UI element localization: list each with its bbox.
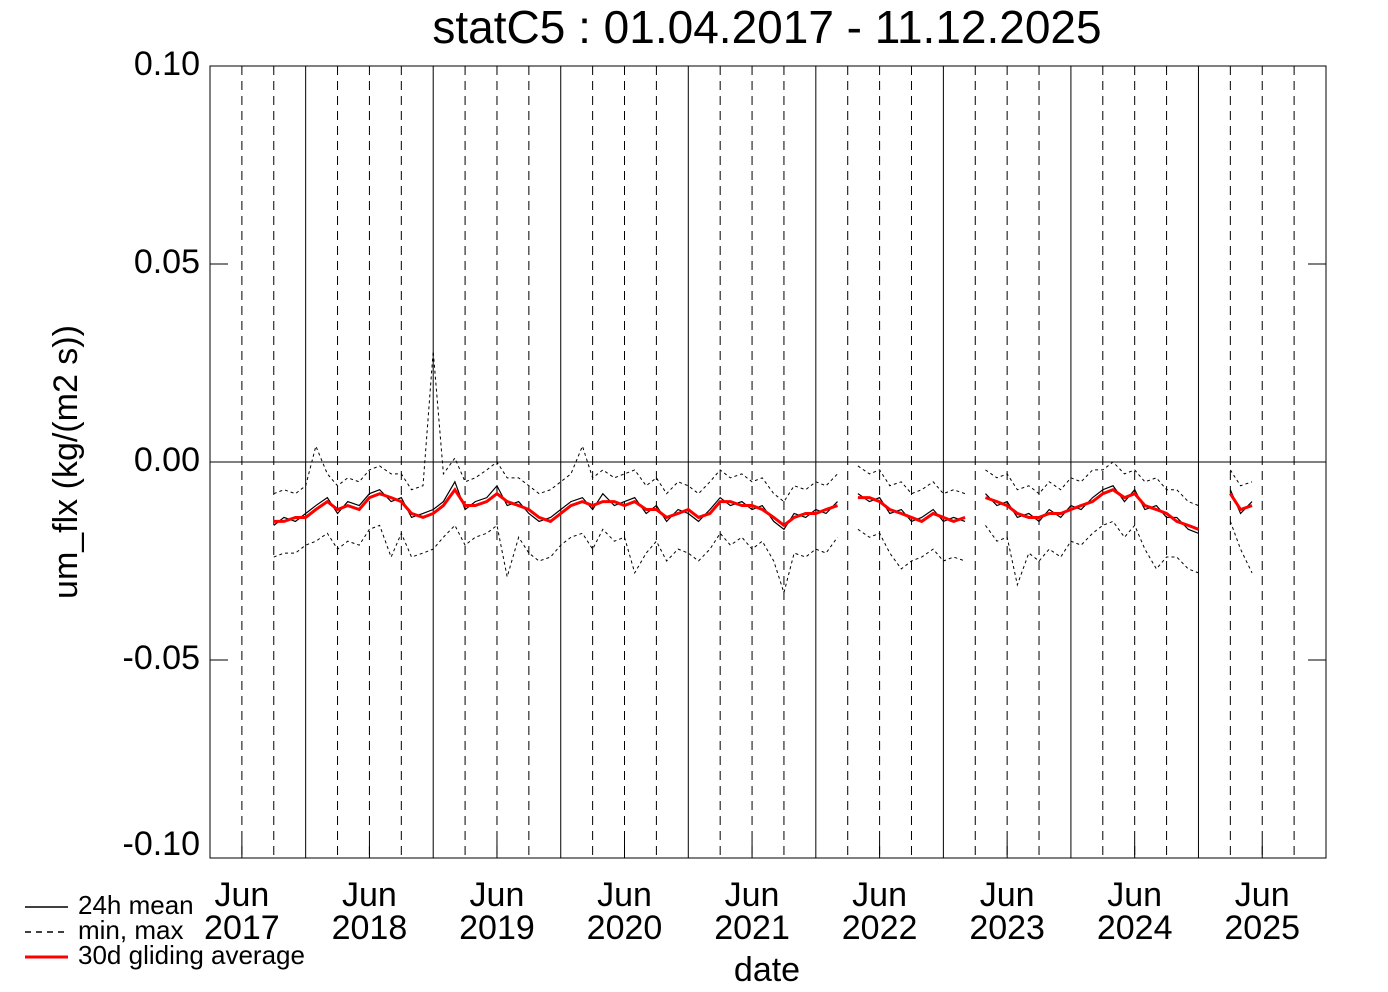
x-tick-label: Jun 2024 bbox=[1096, 876, 1173, 947]
y-axis-label: um_flx (kg/(m2 s)) bbox=[47, 325, 85, 599]
x-tick-label: Jun 2022 bbox=[841, 876, 918, 947]
series-min-line bbox=[1229, 521, 1253, 574]
series-line bbox=[857, 496, 966, 524]
series-line bbox=[273, 480, 838, 531]
series-max-line bbox=[1229, 469, 1253, 487]
x-axis-label: date bbox=[734, 951, 800, 989]
legend-label: min, max bbox=[78, 915, 183, 945]
series-min-line bbox=[857, 528, 966, 570]
y-tick-label: -0.05 bbox=[123, 639, 201, 677]
y-tick-label: 0.10 bbox=[134, 45, 200, 83]
series-line bbox=[273, 487, 839, 528]
y-tick-label: -0.10 bbox=[123, 825, 201, 863]
x-tick-label: Jun 2019 bbox=[459, 876, 535, 947]
series-max-line bbox=[985, 461, 1199, 507]
series-max-line bbox=[273, 351, 838, 503]
x-tick-label: Jun 2023 bbox=[969, 876, 1045, 947]
series-min-line bbox=[985, 520, 1199, 587]
chart-title: statC5 : 01.04.2017 - 11.12.2025 bbox=[432, 1, 1101, 53]
series-max-line bbox=[857, 465, 966, 495]
x-tick-label: Jun 2025 bbox=[1224, 876, 1301, 947]
x-tick-label: Jun 2018 bbox=[331, 876, 408, 947]
legend-label: 30d gliding average bbox=[78, 940, 305, 970]
y-tick-label: 0.00 bbox=[134, 441, 200, 479]
series-line bbox=[1229, 492, 1253, 512]
x-tick-label: Jun 2020 bbox=[586, 876, 663, 947]
series-min-line bbox=[273, 524, 838, 595]
series-line bbox=[984, 488, 1200, 531]
x-tick-label: Jun 2017 bbox=[204, 876, 280, 947]
legend-label: 24h mean bbox=[78, 890, 194, 920]
x-tick-label: Jun 2021 bbox=[714, 876, 790, 947]
plot-frame bbox=[209, 65, 1327, 859]
y-tick-label: 0.05 bbox=[134, 243, 200, 281]
